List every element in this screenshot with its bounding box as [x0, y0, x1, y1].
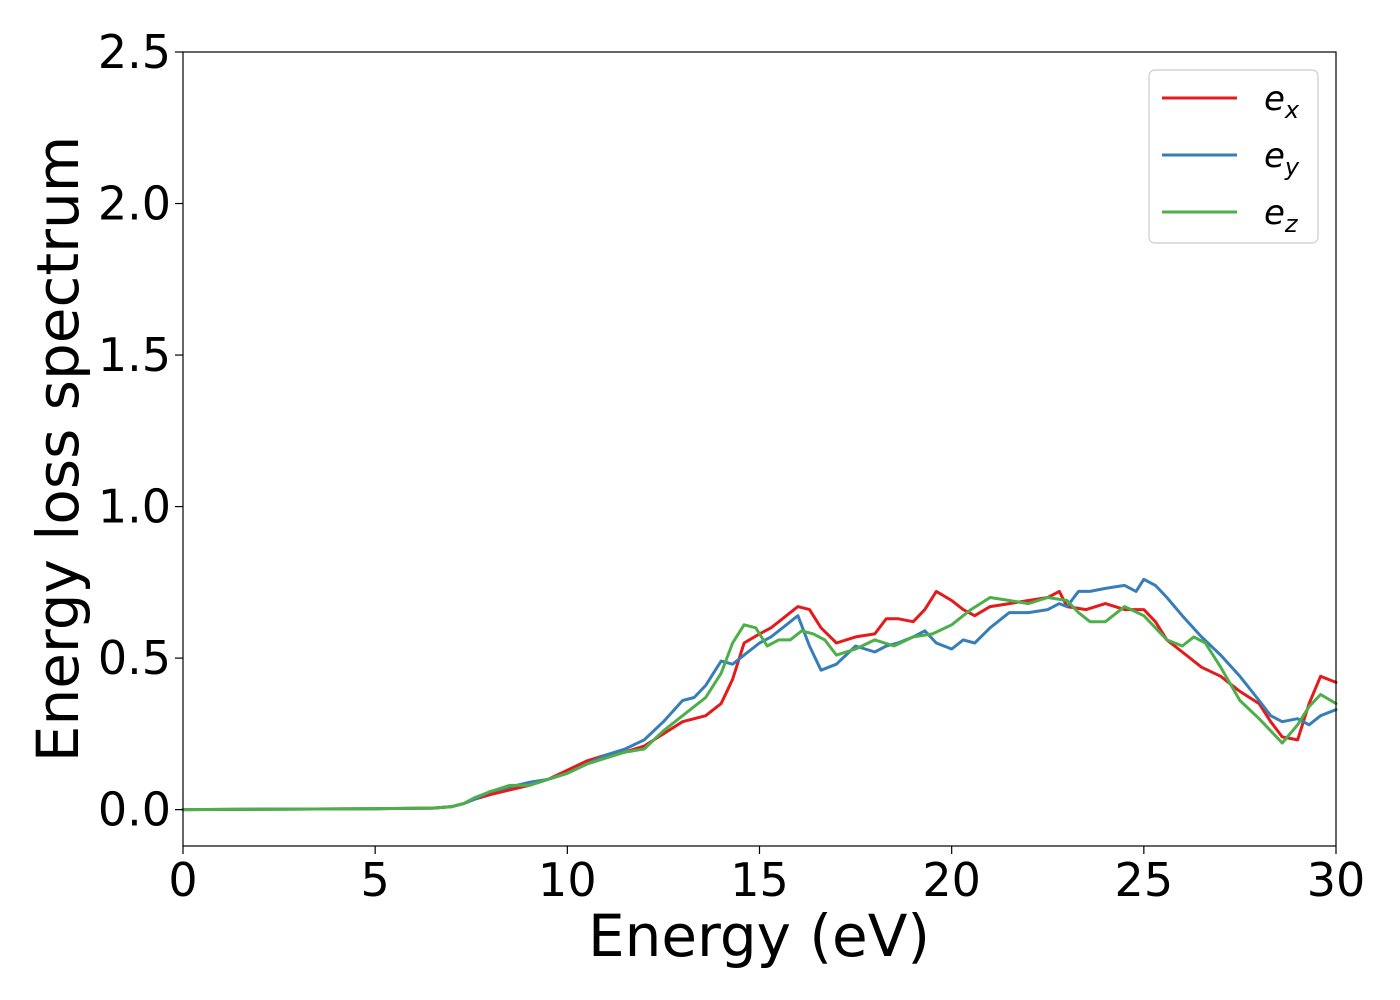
- y-tick-label: 2.0: [98, 177, 171, 231]
- y-tick-label: 1.0: [98, 480, 171, 534]
- legend-label: ey: [1264, 136, 1300, 181]
- series-layer: [181, 577, 1338, 812]
- x-axis-ticks: 0 5 10 15 20 25 30: [168, 846, 1365, 907]
- y-tick-label: 1.5: [98, 328, 171, 382]
- legend: ex ey ez: [1148, 69, 1319, 244]
- legend-label: ex: [1264, 79, 1300, 124]
- y-tick-label: 0.5: [98, 631, 171, 685]
- y-tick-label: 2.5: [98, 25, 171, 79]
- x-tick-label: 10: [538, 853, 597, 907]
- y-tick-label: 0.0: [98, 783, 171, 837]
- y-axis-ticks: 0.0 0.5 1.0 1.5 2.0 2.5: [98, 25, 183, 837]
- series-line-e_x: [181, 589, 1338, 812]
- plot-background: [183, 52, 1336, 846]
- x-tick-label: 0: [168, 853, 197, 907]
- x-tick-label: 20: [922, 853, 981, 907]
- x-tick-label: 30: [1307, 853, 1366, 907]
- x-axis-label: Energy (eV): [588, 902, 930, 970]
- y-axis-label: Energy loss spectrum: [24, 136, 92, 762]
- x-tick-label: 5: [361, 853, 390, 907]
- x-tick-label: 15: [730, 853, 789, 907]
- series-line-e_z: [181, 596, 1338, 812]
- x-tick-label: 25: [1115, 853, 1174, 907]
- legend-label: ez: [1264, 193, 1299, 238]
